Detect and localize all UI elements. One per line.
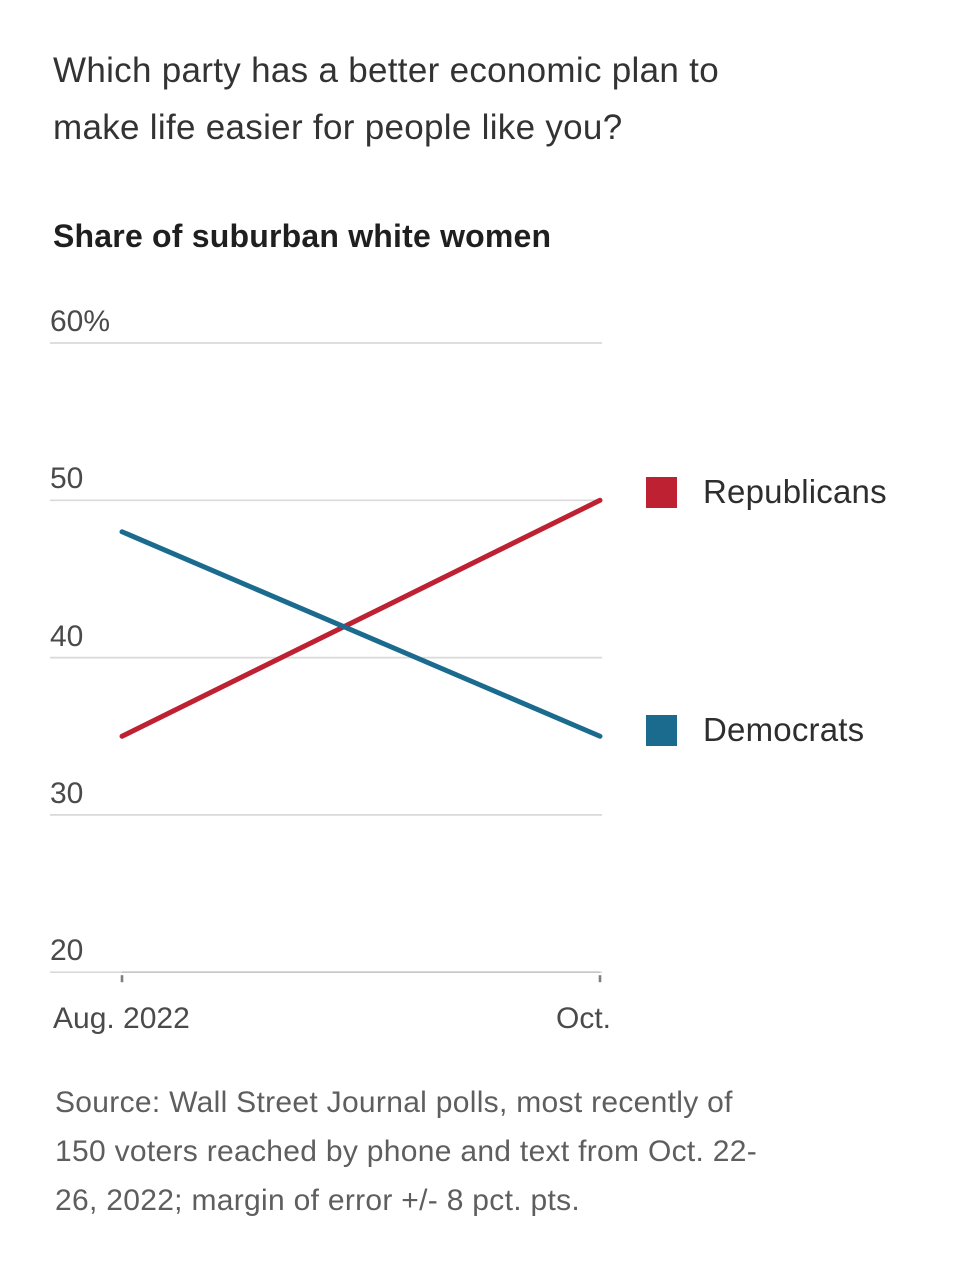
- chart-title-line-2: make life easier for people like you?: [53, 108, 623, 147]
- y-axis-tick-label-60: 60%: [50, 305, 111, 338]
- source-note-line-2: 150 voters reached by phone and text fro…: [55, 1135, 758, 1168]
- republicans-legend-swatch-icon: [646, 476, 677, 508]
- source-note-line-3: 26, 2022; margin of error +/- 8 pct. pts…: [55, 1184, 581, 1217]
- chart-title: Which party has a better economic plan t…: [53, 42, 719, 156]
- chart-subtitle: Share of suburban white women: [53, 218, 552, 254]
- legend-item-democrats: Democrats: [646, 711, 865, 748]
- source-note: Source: Wall Street Journal polls, most …: [55, 1078, 757, 1225]
- y-axis-tick-label-30: 30: [50, 776, 84, 810]
- y-axis-tick-label-50: 50: [50, 462, 84, 496]
- x-axis-tick-label-oct: Oct.: [555, 1002, 611, 1035]
- x-axis-tick-label-aug-2022: Aug. 2022: [53, 1002, 190, 1035]
- legend-label-democrats: Democrats: [703, 711, 865, 748]
- legend-label-republicans: Republicans: [703, 473, 887, 510]
- democrats-legend-swatch-icon: [646, 714, 677, 746]
- chart-title-line-1: Which party has a better economic plan t…: [53, 51, 719, 90]
- y-axis-tick-label-20: 20: [50, 934, 84, 968]
- legend-item-republicans: Republicans: [646, 473, 887, 510]
- source-note-line-1: Source: Wall Street Journal polls, most …: [55, 1086, 733, 1119]
- y-axis-tick-label-40: 40: [50, 619, 84, 653]
